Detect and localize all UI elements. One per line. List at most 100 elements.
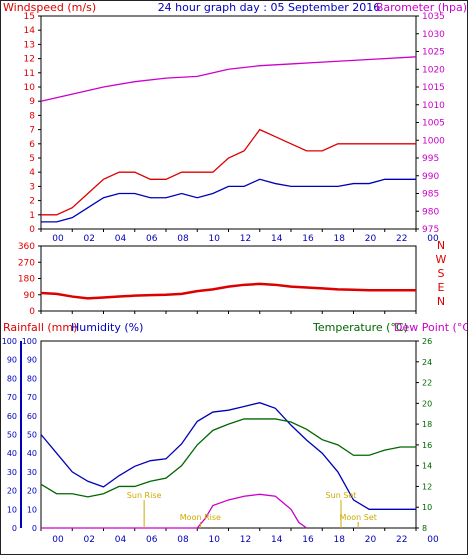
baro-tick-label: 1000 bbox=[422, 136, 445, 146]
rain-tick-label: 90 bbox=[7, 356, 17, 365]
humidity-tick-label: 30 bbox=[27, 468, 37, 477]
compass-letter-n: N bbox=[437, 239, 445, 252]
humidity-tick-label: 0 bbox=[32, 524, 37, 533]
sunset-annotation: Sun Set bbox=[326, 491, 357, 500]
series-barometer bbox=[40, 56, 417, 102]
humidity-tick-label: 10 bbox=[27, 505, 37, 514]
baro-tick-label: 1015 bbox=[422, 83, 445, 93]
baro-tick-label: 1020 bbox=[422, 65, 445, 75]
temp-tick-label: 20 bbox=[422, 399, 432, 408]
panel1-x-label: 10 bbox=[209, 234, 221, 244]
temp-tick-label: 22 bbox=[422, 379, 432, 388]
panel2-frame bbox=[40, 245, 417, 312]
temp-tick-label: 16 bbox=[422, 441, 432, 450]
rain-tick-label: 50 bbox=[7, 431, 17, 440]
dir-tick-label: 360 bbox=[18, 242, 35, 252]
temp-tick-label: 12 bbox=[422, 482, 432, 491]
moonrise-annotation: Moon Rise bbox=[180, 513, 221, 522]
graph-title: 24 hour graph day : 05 September 2016 bbox=[158, 1, 381, 14]
humidity-tick-label: 100 bbox=[22, 337, 37, 346]
rain-tick-label: 20 bbox=[7, 487, 17, 496]
rainfall-axis-title: Rainfall (mm) bbox=[3, 321, 77, 334]
compass-letter-s: S bbox=[438, 267, 445, 280]
humidity-tick-label: 20 bbox=[27, 487, 37, 496]
wind-tick-label: 7 bbox=[29, 126, 35, 136]
humidity-tick-label: 70 bbox=[27, 393, 37, 402]
series-wind-direction bbox=[40, 282, 416, 300]
temp-tick-label: 8 bbox=[422, 524, 427, 533]
temp-tick-label: 24 bbox=[422, 358, 432, 367]
rain-tick-label: 80 bbox=[7, 374, 17, 383]
panel3-x-label: 06 bbox=[146, 535, 158, 545]
panel3-x-label: 08 bbox=[177, 535, 189, 545]
panel3-x-label: 16 bbox=[302, 535, 314, 545]
baro-tick-label: 1005 bbox=[422, 119, 445, 129]
sunrise-annotation: Sun Rise bbox=[127, 491, 162, 500]
baro-tick-label: 995 bbox=[422, 154, 439, 164]
rain-tick-label: 30 bbox=[7, 468, 17, 477]
dewpoint-axis-title: Dew Point (°C) bbox=[394, 321, 468, 334]
wind-tick-label: 5 bbox=[29, 154, 35, 164]
wind-tick-label: 0 bbox=[29, 225, 35, 235]
compass-letter-w: W bbox=[436, 253, 447, 266]
wind-tick-label: 11 bbox=[24, 69, 35, 79]
dir-tick-label: 270 bbox=[18, 258, 35, 268]
rain-tick-label: 60 bbox=[7, 412, 17, 421]
barometer-axis-title: Barometer (hpa) bbox=[376, 1, 467, 14]
panel3-x-label: 00 bbox=[52, 535, 64, 545]
baro-tick-label: 985 bbox=[422, 190, 439, 200]
panel3-x-label: 12 bbox=[240, 535, 251, 545]
panel1-x-label: 16 bbox=[302, 234, 314, 244]
humidity-tick-label: 40 bbox=[27, 449, 37, 458]
series-humidity bbox=[40, 402, 416, 510]
dir-tick-label: 0 bbox=[29, 307, 35, 317]
dir-tick-label: 180 bbox=[18, 275, 35, 285]
panel1-frame bbox=[40, 15, 417, 230]
panel1-x-label: 00 bbox=[427, 234, 439, 244]
panel3-x-label: 02 bbox=[84, 535, 95, 545]
rain-tick-label: 70 bbox=[7, 393, 17, 402]
panel1-x-label: 00 bbox=[52, 234, 64, 244]
panel1-x-label: 04 bbox=[115, 234, 127, 244]
panel1-x-label: 20 bbox=[365, 234, 377, 244]
baro-tick-label: 980 bbox=[422, 207, 439, 217]
panel1-x-label: 08 bbox=[177, 234, 189, 244]
temp-tick-label: 26 bbox=[422, 337, 432, 346]
temp-tick-label: 18 bbox=[422, 420, 432, 429]
baro-tick-label: 975 bbox=[422, 225, 439, 235]
wind-tick-label: 8 bbox=[29, 111, 35, 121]
series-wind-gust bbox=[41, 128, 416, 216]
wind-tick-label: 3 bbox=[29, 182, 35, 192]
rain-tick-label: 10 bbox=[7, 505, 17, 514]
panel1-x-label: 06 bbox=[146, 234, 158, 244]
wind-tick-label: 4 bbox=[29, 168, 35, 178]
rain-tick-label: 40 bbox=[7, 449, 17, 458]
humidity-axis-title: Humidity (%) bbox=[71, 321, 143, 334]
wind-tick-label: 6 bbox=[29, 140, 35, 150]
compass-letter-n: N bbox=[437, 295, 445, 308]
humidity-tick-label: 90 bbox=[27, 356, 37, 365]
panel3-x-label: 20 bbox=[365, 535, 377, 545]
temp-tick-label: 10 bbox=[422, 503, 432, 512]
wind-tick-label: 2 bbox=[29, 197, 35, 207]
dir-tick-label: 90 bbox=[24, 291, 36, 301]
wind-tick-label: 1 bbox=[29, 211, 35, 221]
series-temperature bbox=[40, 418, 416, 498]
wind-tick-label: 12 bbox=[24, 55, 35, 65]
baro-tick-label: 990 bbox=[422, 172, 439, 182]
panel3-x-label: 04 bbox=[115, 535, 127, 545]
windspeed-axis-title: Windspeed (m/s) bbox=[3, 1, 96, 14]
temperature-axis-title: Temperature (°C) bbox=[312, 321, 408, 334]
humidity-tick-label: 80 bbox=[27, 374, 37, 383]
panel3-x-label: 18 bbox=[334, 535, 346, 545]
panel3-x-label: 22 bbox=[396, 535, 407, 545]
wind-tick-label: 13 bbox=[24, 40, 35, 50]
panel3-x-label: 10 bbox=[209, 535, 221, 545]
baro-tick-label: 1030 bbox=[422, 30, 445, 40]
baro-tick-label: 1035 bbox=[422, 12, 445, 22]
panel3-x-label: 14 bbox=[271, 535, 283, 545]
compass-letter-e: E bbox=[438, 281, 445, 294]
wind-tick-label: 9 bbox=[29, 97, 35, 107]
